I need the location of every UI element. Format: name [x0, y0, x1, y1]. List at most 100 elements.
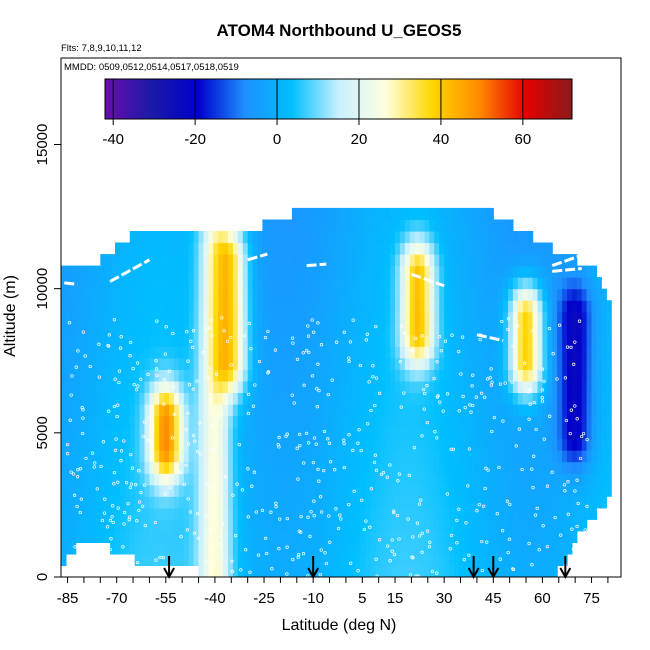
heatmap-cell: [110, 530, 116, 543]
heatmap-cell: [399, 288, 406, 301]
heatmap-cell: [390, 369, 396, 382]
heatmap-cell: [203, 231, 209, 244]
heatmap-cell: [296, 231, 303, 244]
heatmap-cell: [326, 288, 332, 301]
sample-point: [220, 522, 225, 526]
heatmap-cell: [301, 207, 308, 220]
sample-point: [477, 502, 481, 507]
heatmap-cell: [508, 461, 514, 474]
heatmap-cell: [360, 300, 367, 313]
heatmap-cell: [164, 519, 170, 532]
heatmap-cell: [124, 254, 131, 267]
heatmap-cell: [164, 334, 170, 347]
heatmap-cell: [375, 288, 381, 301]
heatmap-cell: [591, 496, 597, 509]
sample-point: [302, 383, 306, 387]
heatmap-cell: [154, 277, 160, 290]
sample-point: [249, 346, 253, 351]
heatmap-cell: [277, 219, 283, 232]
heatmap-cell: [203, 380, 209, 393]
heatmap-cell: [449, 300, 455, 313]
heatmap-cell: [454, 542, 460, 555]
heatmap-cell: [557, 427, 563, 440]
heatmap-cell: [454, 231, 460, 244]
heatmap-cell: [326, 530, 332, 543]
heatmap-cell: [414, 553, 421, 566]
heatmap-cell: [149, 404, 155, 417]
heatmap-cell: [257, 438, 263, 451]
heatmap-cell: [493, 530, 499, 543]
heatmap-cell: [100, 380, 106, 393]
heatmap-cell: [498, 392, 504, 405]
heatmap-cell: [552, 507, 558, 520]
heatmap-cell: [463, 231, 470, 244]
heatmap-cell: [517, 415, 524, 428]
heatmap-cell: [345, 450, 352, 463]
heatmap-cell: [85, 380, 92, 393]
heatmap-cell: [223, 346, 229, 359]
heatmap-cell: [395, 427, 401, 440]
heatmap-cell: [483, 507, 489, 520]
heatmap-cell: [458, 530, 465, 543]
heatmap-cell: [203, 542, 209, 555]
heatmap-cell: [512, 254, 519, 267]
heatmap-cell: [144, 553, 150, 566]
heatmap-cell: [237, 357, 244, 370]
heatmap-cell: [473, 473, 480, 486]
heatmap-cell: [409, 461, 416, 474]
sample-point: [299, 514, 303, 519]
heatmap-cell: [567, 369, 573, 382]
heatmap-cell: [291, 231, 298, 244]
heatmap-cell: [208, 404, 214, 417]
heatmap-cell: [95, 300, 101, 313]
heatmap-cell: [110, 254, 116, 267]
heatmap-cell: [458, 207, 465, 220]
heatmap-cell: [360, 530, 367, 543]
heatmap-cell: [596, 346, 602, 359]
heatmap-cell: [454, 334, 460, 347]
heatmap-cell: [218, 553, 224, 566]
sample-point: [312, 514, 316, 518]
heatmap-cell: [390, 542, 396, 555]
heatmap-cell: [498, 496, 504, 509]
heatmap-cell: [508, 265, 514, 278]
heatmap-cell: [282, 461, 288, 474]
heatmap-cell: [532, 484, 539, 497]
heatmap-cell: [360, 484, 367, 497]
heatmap-cell: [124, 530, 131, 543]
heatmap-cell: [512, 427, 519, 440]
heatmap-cell: [562, 415, 568, 428]
heatmap-cell: [267, 323, 273, 336]
heatmap-cell: [287, 553, 293, 566]
heatmap-cell: [169, 542, 175, 555]
heatmap-cell: [262, 542, 268, 555]
sample-point: [506, 327, 510, 332]
heatmap-cell: [61, 346, 67, 359]
heatmap-cell: [601, 461, 607, 474]
heatmap-cell: [306, 346, 313, 359]
heatmap-cell: [606, 484, 612, 497]
heatmap-cell: [247, 300, 254, 313]
heatmap-cell: [296, 369, 303, 382]
heatmap-cell: [439, 484, 445, 497]
heatmap-cell: [85, 346, 92, 359]
heatmap-cell: [134, 473, 141, 486]
heatmap-cell: [154, 254, 160, 267]
heatmap-cell: [419, 311, 426, 324]
heatmap-cell: [596, 427, 602, 440]
heatmap-cell: [380, 507, 386, 520]
heatmap-cell: [110, 369, 116, 382]
sample-point: [67, 321, 72, 325]
heatmap-cell: [404, 346, 411, 359]
heatmap-cell: [218, 473, 224, 486]
heatmap-cell: [188, 231, 195, 244]
heatmap-cell: [193, 461, 200, 474]
heatmap-cell: [444, 438, 450, 451]
sample-point: [312, 499, 316, 503]
sample-point: [364, 338, 368, 342]
sample-point: [74, 365, 78, 369]
heatmap-cell: [287, 542, 293, 555]
heatmap-cell: [306, 427, 313, 440]
heatmap-cell: [370, 427, 376, 440]
heatmap-cell: [552, 542, 558, 555]
